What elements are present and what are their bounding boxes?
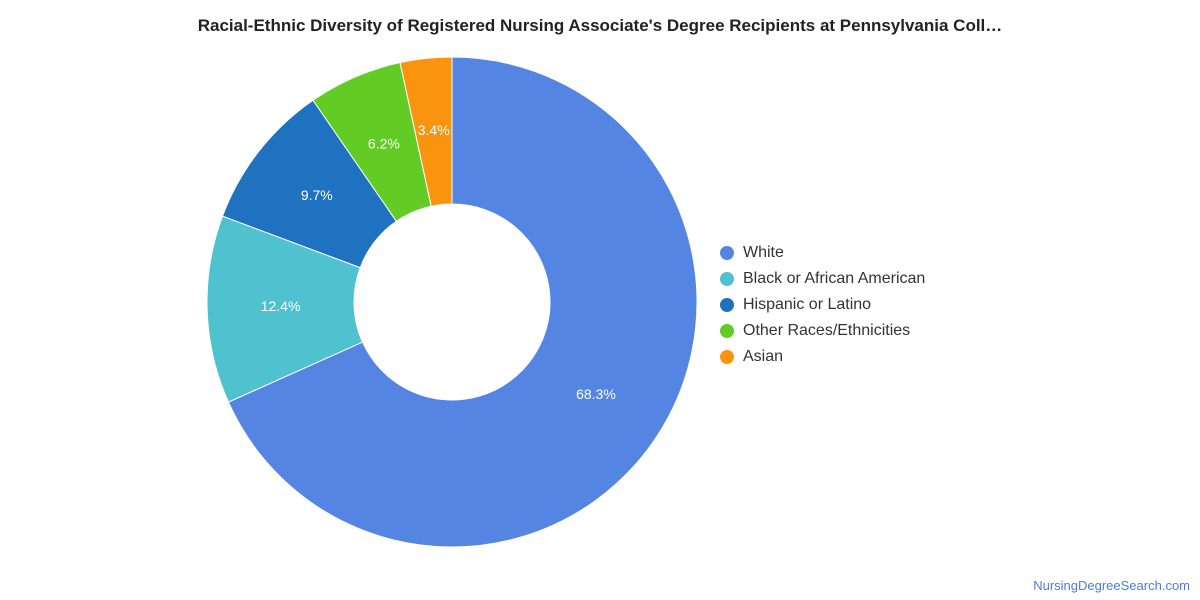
legend-item-hispanic-or-latino[interactable]: Hispanic or Latino — [720, 292, 925, 318]
slice-label-black-or-african-american: 12.4% — [261, 298, 301, 314]
legend-item-black-or-african-american[interactable]: Black or African American — [720, 266, 925, 292]
legend-swatch — [720, 298, 734, 312]
slice-label-hispanic-or-latino: 9.7% — [301, 187, 333, 203]
slice-white[interactable] — [227, 56, 698, 548]
donut-slice-labels: 68.3% 12.4% 9.7% 6.2% 3.4% — [261, 122, 616, 402]
chart-legend: White Black or African American Hispanic o… — [720, 240, 925, 370]
legend-swatch — [720, 350, 734, 364]
legend-item-white[interactable]: White — [720, 240, 925, 266]
legend-label: Asian — [743, 348, 784, 365]
legend-label: Hispanic or Latino — [743, 296, 872, 313]
slice-label-asian: 3.4% — [418, 122, 450, 138]
legend-swatch — [720, 246, 734, 260]
slice-asian[interactable] — [399, 56, 453, 207]
legend-label: Other Races/Ethnicities — [743, 322, 911, 339]
chart-title: Racial-Ethnic Diversity of Registered Nu… — [197, 16, 1003, 35]
donut-slices — [206, 56, 698, 548]
slice-label-white: 68.3% — [576, 386, 616, 402]
slice-label-other-races-ethnicities: 6.2% — [368, 135, 400, 151]
legend-label: Black or African American — [743, 270, 926, 287]
slice-black-or-african-american[interactable] — [206, 215, 364, 403]
legend-item-asian[interactable]: Asian — [720, 344, 925, 370]
legend-swatch — [720, 324, 734, 338]
source-credit[interactable]: NursingDegreeSearch.com — [1033, 578, 1190, 593]
legend-swatch — [720, 272, 734, 286]
legend-label: White — [743, 244, 784, 261]
legend-item-other-races-ethnicities[interactable]: Other Races/Ethnicities — [720, 318, 925, 344]
